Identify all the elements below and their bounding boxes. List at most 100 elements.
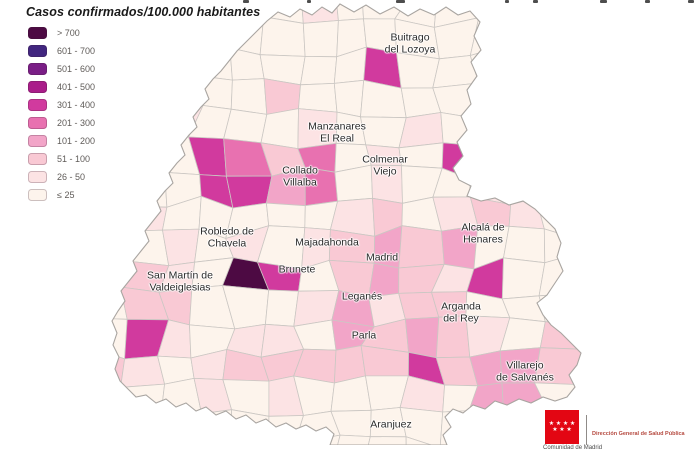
municipality-cell	[435, 315, 471, 359]
municipality-cell	[360, 116, 407, 149]
logo-department-text: Dirección General de Salud Pública	[592, 431, 685, 437]
municipality-cell	[568, 4, 581, 30]
municipality-cell	[501, 257, 546, 300]
legend-swatch	[28, 27, 47, 39]
legend-swatch	[28, 189, 47, 201]
municipality-cell	[112, 79, 123, 115]
legend-range-label: 301 - 400	[57, 100, 96, 110]
legend-item: 301 - 400	[28, 96, 95, 114]
municipality-cell	[298, 83, 338, 113]
municipality-cell	[603, 21, 649, 52]
municipality-cell	[399, 407, 444, 445]
municipality-cell	[112, 196, 123, 238]
comunidad-de-madrid-logo: ★ ★ ★ ★ ★ ★ ★ Comunidad de Madrid Direcc…	[543, 410, 695, 451]
municipality-cell	[118, 109, 161, 144]
logo-caption: Comunidad de Madrid	[543, 445, 603, 451]
municipality-cell	[533, 55, 581, 89]
municipality-cells	[112, 4, 649, 445]
municipality-cell	[533, 18, 581, 57]
municipality-cell	[124, 134, 166, 173]
legend-range-label: 51 - 100	[57, 154, 91, 164]
municipality-cell	[568, 166, 581, 207]
legend-swatch	[28, 117, 47, 129]
legend-range-label: 101 - 200	[57, 136, 96, 146]
municipality-cell	[499, 347, 541, 384]
municipality-cell	[501, 409, 549, 445]
legend-range-label: > 700	[57, 28, 80, 38]
municipality-cell	[223, 108, 268, 144]
municipality-cell	[404, 316, 440, 359]
municipality-cell	[333, 79, 365, 118]
municipality-cell	[534, 382, 578, 411]
municipality-cell	[603, 316, 645, 350]
municipality-cell	[158, 4, 204, 26]
municipality-cell	[159, 74, 204, 117]
municipality-cell	[297, 108, 338, 150]
municipality-cell	[123, 405, 165, 445]
municipality-cell	[120, 24, 165, 53]
municipality-cell	[112, 405, 135, 445]
legend-swatch	[28, 45, 47, 57]
flag-stars-row1: ★ ★ ★ ★	[548, 421, 576, 427]
municipality-cell	[440, 112, 480, 146]
municipality-cell	[511, 4, 539, 24]
municipality-cell	[466, 410, 505, 445]
municipality-cell	[539, 321, 581, 350]
municipality-cell	[405, 436, 441, 445]
municipality-cell	[504, 18, 539, 57]
municipality-cell	[127, 4, 165, 26]
municipality-cell	[506, 112, 536, 140]
municipality-cell	[300, 56, 338, 86]
municipality-cell	[196, 17, 231, 56]
municipality-cell	[576, 315, 581, 351]
legend-swatch	[28, 63, 47, 75]
legend-title: Casos confirmados/100.000 habitantes	[26, 5, 261, 19]
municipality-cell	[112, 230, 123, 266]
municipality-cell	[398, 225, 445, 269]
municipality-cell	[603, 289, 645, 325]
municipality-cell	[193, 74, 233, 110]
legend-item: ≤ 25	[28, 186, 95, 204]
legend-swatch	[28, 171, 47, 183]
legend-item: > 700	[28, 24, 95, 42]
municipality-cell	[506, 137, 536, 174]
legend-swatch	[28, 135, 47, 147]
municipality-cell	[118, 78, 162, 117]
municipality-cell	[121, 169, 168, 208]
municipality-cell	[120, 383, 166, 418]
municipality-cell	[223, 16, 265, 56]
legend-swatch	[28, 99, 47, 111]
logo-divider	[586, 415, 587, 445]
municipality-cell	[154, 20, 204, 56]
municipality-cell	[112, 317, 128, 360]
municipality-cell	[120, 229, 170, 267]
municipality-cell	[568, 27, 581, 57]
municipality-cell	[160, 413, 203, 445]
municipality-cell	[162, 228, 200, 267]
municipality-cell	[533, 82, 578, 113]
municipality-cell	[264, 289, 299, 327]
municipality-cell	[112, 134, 128, 176]
legend-range-label: 26 - 50	[57, 172, 86, 182]
municipality-cell	[538, 292, 581, 326]
municipality-cell	[613, 266, 647, 298]
municipality-cell	[533, 108, 578, 141]
legend-swatch	[28, 153, 47, 165]
municipality-cell	[370, 164, 403, 204]
municipality-cell	[568, 255, 581, 294]
municipality-cell	[442, 384, 479, 413]
legend-range-label: ≤ 25	[57, 190, 75, 200]
legend-item: 26 - 50	[28, 168, 95, 186]
municipality-cell	[568, 104, 581, 147]
municipality-cell	[568, 139, 581, 179]
municipality-cell	[120, 355, 166, 388]
municipality-cell	[260, 108, 299, 150]
municipality-cell	[368, 262, 400, 298]
municipality-cell	[329, 434, 371, 445]
municipality-cell	[441, 225, 479, 270]
municipality-cell	[302, 20, 339, 58]
region-outline	[111, 3, 582, 445]
municipality-cell	[568, 200, 581, 238]
municipality-cell	[112, 259, 122, 297]
